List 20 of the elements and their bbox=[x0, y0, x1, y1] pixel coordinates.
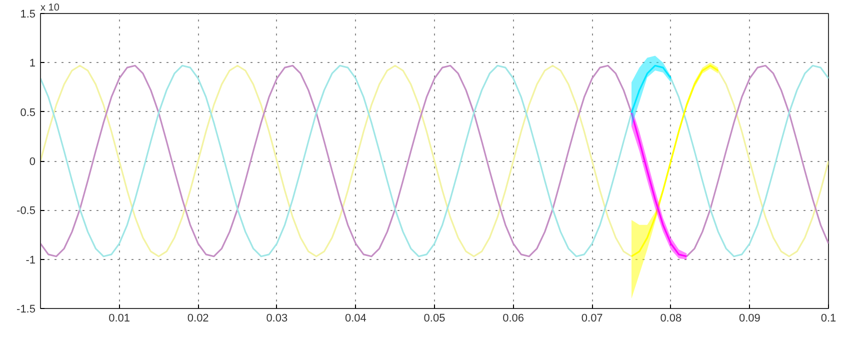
x-tick-label: 0.08 bbox=[660, 312, 682, 324]
line-series bbox=[630, 64, 719, 258]
line-series bbox=[630, 64, 672, 114]
x-tick-label: 0.06 bbox=[502, 312, 524, 324]
y-tick-label: 0 bbox=[29, 156, 36, 168]
x-tick-label: 0.03 bbox=[266, 312, 288, 324]
x-tick-label: 0.1 bbox=[820, 312, 836, 324]
y-tick-label: -1 bbox=[26, 254, 36, 266]
x-tick-label: 0.02 bbox=[187, 312, 209, 324]
x-tick-label: 0.07 bbox=[581, 312, 603, 324]
x-tick-label: 0.09 bbox=[738, 312, 760, 324]
y-tick-label: -0.5 bbox=[16, 205, 36, 218]
y-tick-label: 0.5 bbox=[20, 106, 36, 119]
y-tick-label: 1 bbox=[29, 58, 36, 70]
x-tick-label: 0.01 bbox=[108, 312, 130, 324]
y-tick-label: 1.5 bbox=[20, 8, 36, 20]
x-tick-label: 0.05 bbox=[424, 312, 446, 324]
y-tick-label: -1.5 bbox=[16, 304, 36, 316]
annotation: x 10 bbox=[40, 2, 60, 14]
x-tick-label: 0.04 bbox=[344, 312, 366, 324]
